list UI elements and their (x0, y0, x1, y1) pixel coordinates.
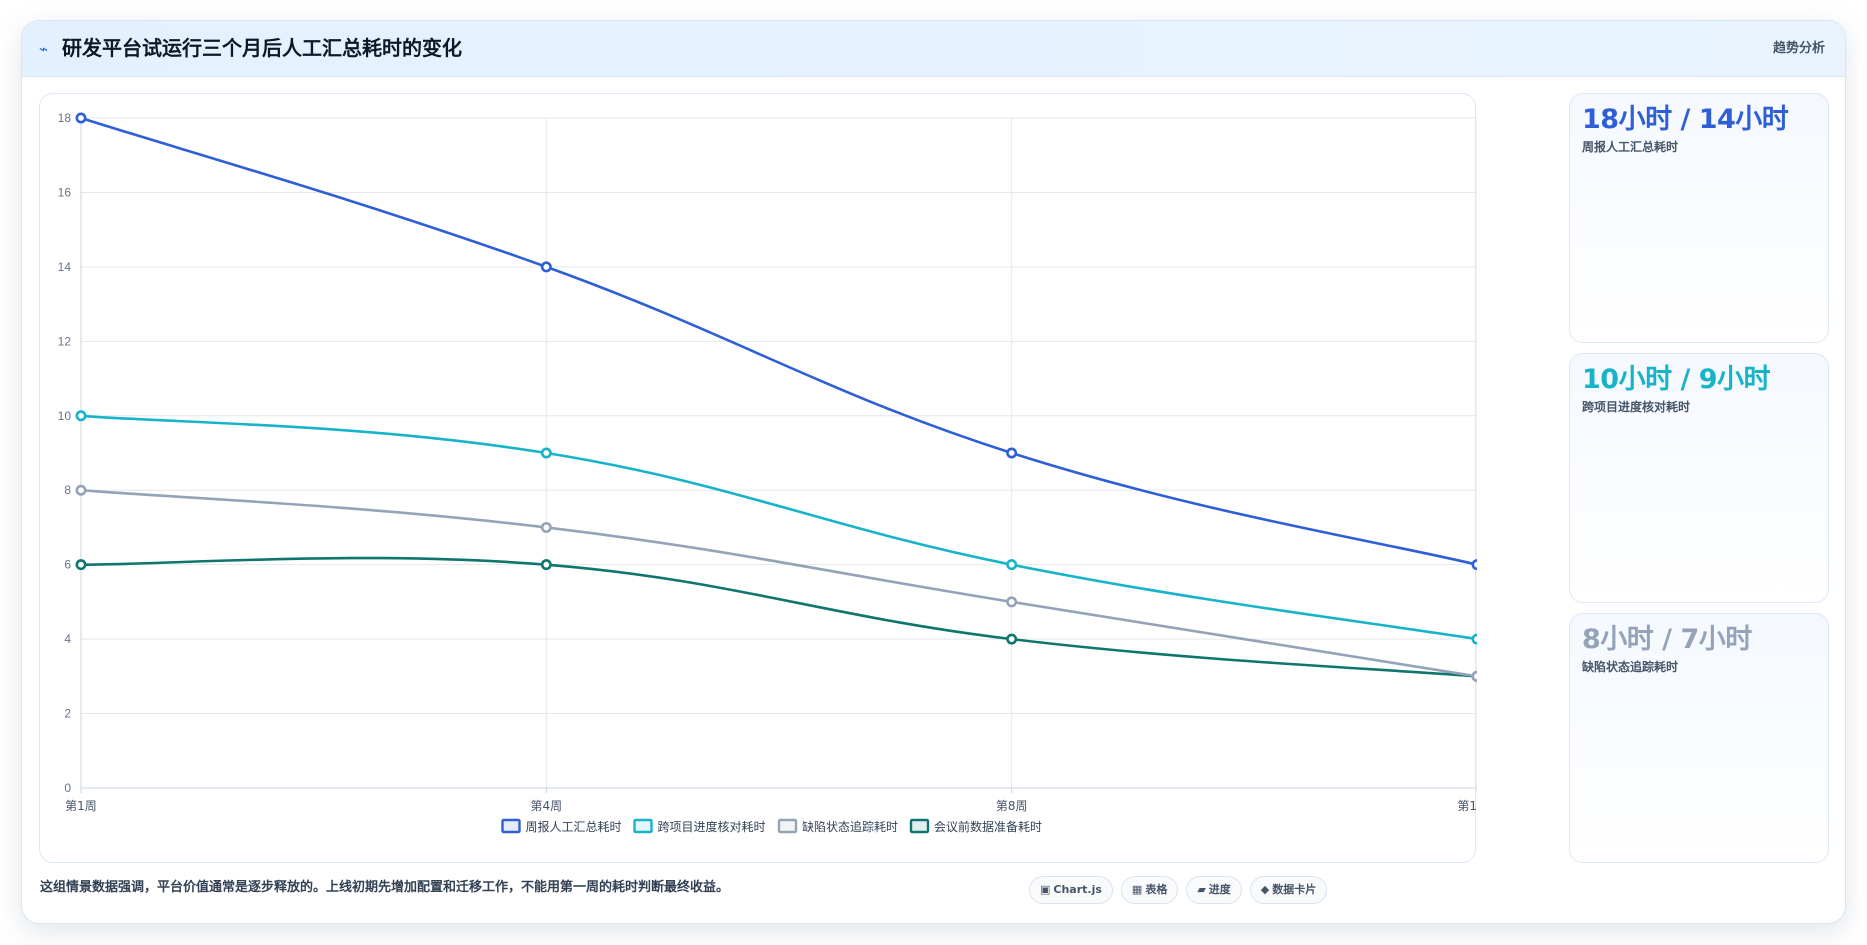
y-tick-label: 8 (64, 483, 71, 497)
y-tick-label: 10 (58, 409, 72, 423)
stat-label: 缺陷状态追踪耗时 (1582, 660, 1679, 674)
y-tick-label: 0 (64, 781, 71, 795)
page-title: 研发平台试运行三个月后人工汇总耗时的变化 (62, 36, 462, 60)
legend-label: 会议前数据准备耗时 (934, 819, 1042, 834)
data-point (75, 559, 87, 571)
data-point (540, 559, 552, 571)
header-tag: 趋势分析 (1772, 41, 1825, 56)
data-point (540, 447, 552, 459)
chip-data-card[interactable]: ◆ 数据卡片 (1249, 876, 1328, 904)
data-point (1471, 559, 1477, 571)
legend-swatch (909, 818, 930, 834)
table-icon: ▦ (1131, 883, 1143, 896)
data-point (1006, 447, 1018, 459)
chip-progress[interactable]: ▰ 进度 (1186, 876, 1242, 904)
data-point (75, 484, 87, 496)
stat-card-weekly-report: 18小时 / 14小时 周报人工汇总耗时 (1569, 93, 1829, 343)
data-point (75, 410, 87, 422)
data-point (1006, 596, 1018, 608)
line-chart: 0 2 4 6 8 10 12 14 16 18 第1周 第4周 第8周 第12周周报人工汇总耗时 跨项目进… (58, 111, 1477, 834)
stat-value: 10小时 / 9小时 (1582, 364, 1771, 395)
stat-label: 跨项目进度核对耗时 (1582, 400, 1691, 414)
footer-note: 这组情景数据强调，平台价值通常是逐步释放的。上线初期先增加配置和迁移工作，不能用… (40, 880, 730, 895)
data-point (540, 261, 552, 273)
chip-label: 进度 (1208, 883, 1231, 896)
series-line (79, 488, 1477, 678)
y-tick-label: 14 (58, 260, 72, 274)
legend-label: 周报人工汇总耗时 (526, 819, 622, 834)
data-point (1471, 633, 1477, 645)
chip-label: Chart.js (1053, 883, 1102, 896)
report-card: ⌁ 研发平台试运行三个月后人工汇总耗时的变化 趋势分析 0 2 4 6 8 10 12 14 1… (21, 20, 1846, 924)
y-tick-label: 6 (64, 558, 71, 572)
stat-label: 周报人工汇总耗时 (1582, 140, 1679, 154)
data-point (1006, 633, 1018, 645)
legend-swatch (633, 818, 653, 834)
data-point (540, 521, 552, 533)
data-point (1471, 670, 1477, 682)
y-tick-label: 2 (64, 707, 71, 721)
progress-icon: ▰ (1197, 883, 1206, 896)
y-tick-label: 18 (58, 111, 72, 125)
card-header: ⌁ 研发平台试运行三个月后人工汇总耗时的变化 趋势分析 (22, 21, 1845, 77)
stat-value: 18小时 / 14小时 (1582, 104, 1789, 135)
legend-label: 跨项目进度核对耗时 (658, 819, 766, 834)
legend-swatch (777, 818, 798, 834)
chip-chartjs[interactable]: ▣ Chart.js (1029, 876, 1113, 904)
series-line (79, 556, 1477, 678)
y-tick-label: 4 (64, 632, 71, 646)
trend-line-icon: ⌁ (39, 40, 49, 58)
x-tick-label: 第1周 (65, 799, 97, 813)
data-point (75, 112, 87, 124)
chip-table[interactable]: ▦ 表格 (1120, 876, 1179, 904)
data-point (1006, 559, 1018, 571)
chip-row: ▣ Chart.js ▦ 表格 ▰ 进度 ◆ 数据卡片 (1029, 876, 1328, 904)
data-card-icon: ◆ (1260, 883, 1270, 896)
series-line (79, 116, 1477, 566)
chart-icon: ▣ (1040, 883, 1051, 896)
y-tick-label: 12 (58, 334, 72, 348)
stat-card-cross-project: 10小时 / 9小时 跨项目进度核对耗时 (1569, 353, 1829, 603)
chip-label: 数据卡片 (1272, 883, 1317, 896)
x-tick-label: 第8周 (996, 799, 1028, 813)
x-tick-label: 第12周 (1457, 799, 1477, 813)
stat-card-defect-tracking: 8小时 / 7小时 缺陷状态追踪耗时 (1569, 613, 1829, 863)
chart-panel: 0 2 4 6 8 10 12 14 16 18 第1周 第4周 第8周 第12周周报人工汇总耗时 跨项目进… (39, 93, 1477, 863)
legend-label: 缺陷状态追踪耗时 (802, 819, 898, 834)
y-tick-label: 16 (58, 185, 72, 199)
chip-label: 表格 (1145, 883, 1168, 896)
stat-value: 8小时 / 7小时 (1582, 624, 1752, 655)
legend-swatch (501, 818, 521, 834)
x-tick-label: 第4周 (531, 799, 563, 813)
series-line (79, 414, 1477, 641)
